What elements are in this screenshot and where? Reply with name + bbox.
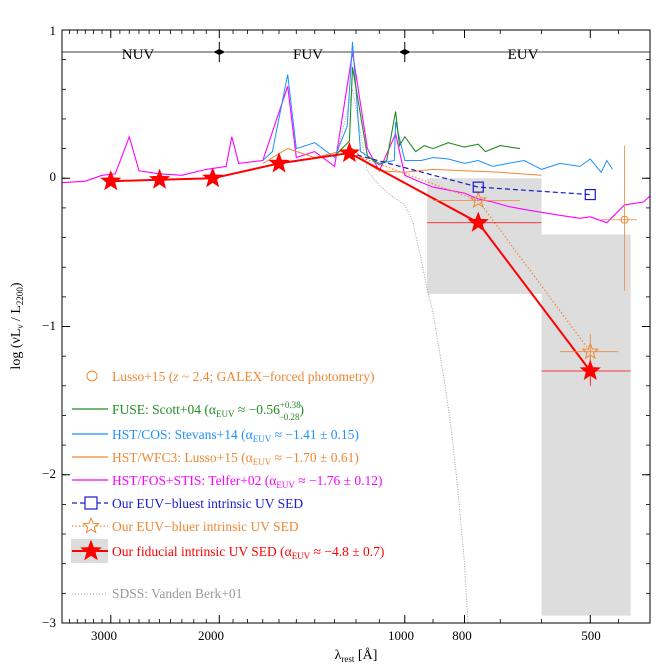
legend-marker-open-star xyxy=(82,516,100,534)
y-tick-label: −1 xyxy=(42,318,56,333)
bluer-star-point xyxy=(581,342,600,360)
legend-label-telfer: HST/FOS+STIS: Telfer+02 (αEUV ≈ −1.76 ± … xyxy=(112,473,383,490)
series-bluest xyxy=(349,152,591,196)
x-tick-label: 3000 xyxy=(91,628,117,643)
legend-label-wfc3: HST/WFC3: Lusso+15 (αEUV ≈ −1.70 ± 0.61) xyxy=(112,450,359,467)
x-tick-label: 1000 xyxy=(388,628,414,643)
legend-label-bluest: Our EUV−bluest intrinsic UV SED xyxy=(112,496,303,511)
legend-marker-filled-star xyxy=(80,539,102,561)
shaded-region xyxy=(541,234,631,616)
bluest-square-point xyxy=(472,181,484,193)
y-tick-label: 0 xyxy=(50,169,57,184)
legend-label-lusso-photometry: Lusso+15 (z ~ 2.4; GALEX−forced photomet… xyxy=(112,369,375,384)
fiducial-star-point xyxy=(268,152,290,173)
band-label-fuv: FUV xyxy=(293,47,323,63)
y-axis-title: log (νLν / L2200) xyxy=(9,282,25,369)
fiducial-star-point xyxy=(338,141,360,163)
x-tick-label: 500 xyxy=(581,628,601,643)
fiducial-star-point xyxy=(202,167,224,188)
legend-label-cos: HST/COS: Stevans+14 (αEUV ≈ −1.41 ± 0.15… xyxy=(112,427,359,444)
legend-label-fuse: FUSE: Scott+04 (αEUV ≈ −0.56+0.38 −0.28) xyxy=(112,400,304,422)
fiducial-star-point xyxy=(148,168,171,189)
y-tick-label: 1 xyxy=(50,23,57,38)
bluer-star-point xyxy=(469,191,488,209)
bluest-square-point xyxy=(584,188,596,201)
lusso-photometry-point xyxy=(620,215,629,224)
series-sdss xyxy=(334,89,472,624)
series-fuse xyxy=(334,67,521,166)
fiducial-star-point xyxy=(100,170,122,191)
x-axis-title: λrest [Å] xyxy=(335,647,378,664)
legend-marker-open-square xyxy=(84,496,98,510)
fiducial-star-point xyxy=(467,211,489,232)
band-arrow xyxy=(398,49,405,55)
band-label-nuv: NUV xyxy=(122,47,155,63)
fiducial-star-point xyxy=(579,359,601,380)
band-label-euv: EUV xyxy=(508,47,539,63)
shaded-region xyxy=(427,178,542,294)
x-tick-label: 800 xyxy=(452,628,472,643)
legend: Lusso+15 (z ~ 2.4; GALEX−forced photomet… xyxy=(71,369,384,601)
y-tick-label: −2 xyxy=(42,466,56,481)
band-arrow xyxy=(404,49,411,55)
series-wfc3 xyxy=(262,148,542,176)
legend-marker-open-circle xyxy=(86,370,98,382)
series-telfer xyxy=(61,52,651,224)
y-tick-label: −3 xyxy=(42,615,56,630)
series-cos xyxy=(262,41,614,174)
legend-label-fiducial: Our fiducial intrinsic UV SED (αEUV ≈ −4… xyxy=(112,544,384,561)
x-tick-label: 2000 xyxy=(198,628,224,643)
band-arrow xyxy=(213,49,220,55)
band-arrow xyxy=(219,49,226,55)
legend-label-bluer: Our EUV−bluer intrinsic UV SED xyxy=(112,519,299,534)
legend-label-sdss: SDSS: Vanden Berk+01 xyxy=(112,586,242,601)
